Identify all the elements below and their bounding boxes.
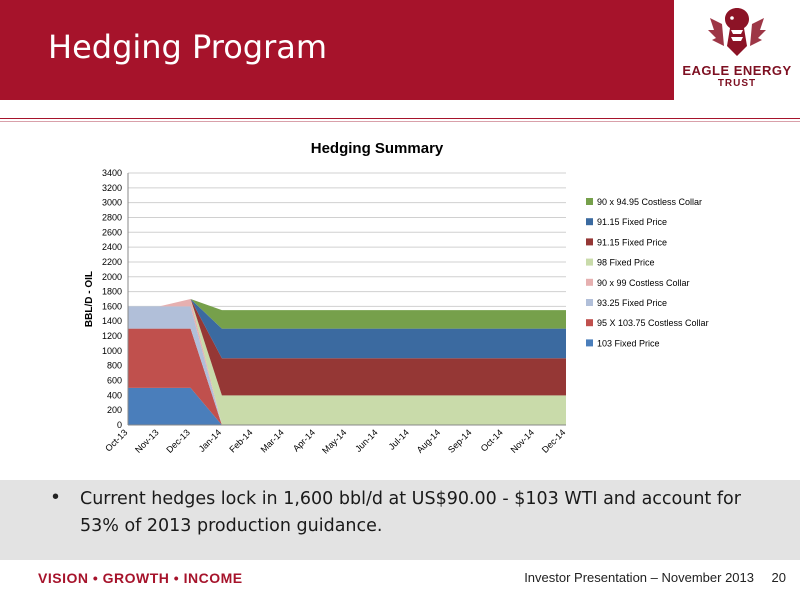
area-series-1 — [128, 387, 566, 425]
area-series-7 — [128, 299, 566, 359]
x-tick-label: Jul-14 — [387, 427, 411, 451]
area-series-2 — [128, 328, 566, 425]
y-tick-label: 1000 — [102, 346, 122, 356]
legend-swatch — [586, 258, 593, 266]
footer-presentation-label: Investor Presentation – November 2013 — [524, 570, 754, 585]
legend-label: 90 x 94.95 Costless Collar — [597, 197, 702, 207]
bullet-text: Current hedges lock in 1,600 bbl/d at US… — [80, 489, 741, 536]
bullet-band — [0, 480, 800, 560]
y-tick-label: 2200 — [102, 257, 122, 267]
x-tick-label: Dec-14 — [540, 427, 568, 455]
x-tick-label: May-14 — [320, 427, 348, 455]
y-tick-label: 2000 — [102, 272, 122, 282]
logo-text-line1: EAGLE ENERGY — [682, 63, 792, 78]
legend-swatch — [586, 339, 593, 347]
legend-swatch — [586, 218, 593, 226]
y-axis-title: BBL/D - OIL — [84, 271, 95, 327]
slide-title: Hedging Program — [48, 28, 328, 66]
area-series-6 — [128, 299, 566, 396]
header-rule-secondary — [0, 121, 800, 122]
x-tick-label: Sep-14 — [446, 427, 474, 455]
legend-label: 95 X 103.75 Costless Collar — [597, 318, 709, 328]
footer-tagline: VISION • GROWTH • INCOME — [38, 570, 243, 586]
x-tick-label: Apr-14 — [291, 427, 317, 453]
legend-swatch — [586, 238, 593, 246]
x-tick-label: Jun-14 — [353, 427, 380, 454]
header-rule — [0, 118, 800, 119]
page-number: 20 — [771, 570, 786, 585]
y-tick-label: 1800 — [102, 287, 122, 297]
y-tick-label: 2600 — [102, 227, 122, 237]
x-tick-label: Nov-14 — [509, 427, 537, 455]
x-tick-label: Aug-14 — [415, 427, 443, 455]
y-tick-label: 400 — [107, 390, 122, 400]
legend-label: 91.15 Fixed Price — [597, 217, 667, 227]
legend-swatch — [586, 278, 593, 286]
area-series-8 — [128, 299, 566, 329]
area-series-3 — [128, 306, 566, 425]
y-tick-label: 1400 — [102, 316, 122, 326]
y-tick-label: 3000 — [102, 198, 122, 208]
y-tick-label: 3400 — [102, 168, 122, 178]
y-tick-label: 2800 — [102, 212, 122, 222]
legend-label: 103 Fixed Price — [597, 338, 660, 348]
x-tick-label: Dec-13 — [164, 427, 192, 455]
y-tick-label: 2400 — [102, 242, 122, 252]
bullet-marker: • — [52, 486, 60, 508]
y-tick-label: 1600 — [102, 301, 122, 311]
x-tick-label: Mar-14 — [259, 427, 286, 454]
y-tick-label: 3200 — [102, 183, 122, 193]
y-tick-label: 0 — [117, 420, 122, 430]
y-tick-label: 800 — [107, 361, 122, 371]
company-logo: EAGLE ENERGY TRUST — [674, 0, 800, 100]
logo-text-line2: TRUST — [717, 78, 757, 89]
x-tick-label: Feb-14 — [227, 427, 254, 454]
legend-label: 91.15 Fixed Price — [597, 237, 667, 247]
x-tick-label: Jan-14 — [197, 427, 224, 454]
x-tick-label: Oct-13 — [103, 427, 129, 453]
legend-label: 90 x 99 Costless Collar — [597, 278, 690, 288]
y-tick-label: 1200 — [102, 331, 122, 341]
hedging-summary-chart: Hedging Summary 0 200 400 600 800 1000 1200 1400… — [84, 140, 709, 456]
x-tick-label: Nov-13 — [133, 427, 161, 455]
y-tick-label: 600 — [107, 376, 122, 386]
chart-title: Hedging Summary — [311, 140, 444, 157]
header-band: Hedging Program — [0, 0, 674, 100]
eagle-logo-icon — [708, 8, 766, 56]
legend-swatch — [586, 299, 593, 306]
y-tick-label: 200 — [107, 405, 122, 415]
x-tick-label: Oct-14 — [479, 427, 505, 453]
area-series-5 — [128, 299, 566, 425]
legend-label: 93.25 Fixed Price — [597, 298, 667, 308]
legend-swatch — [586, 319, 593, 327]
legend-label: 98 Fixed Price — [597, 258, 655, 268]
legend-swatch — [586, 198, 593, 205]
